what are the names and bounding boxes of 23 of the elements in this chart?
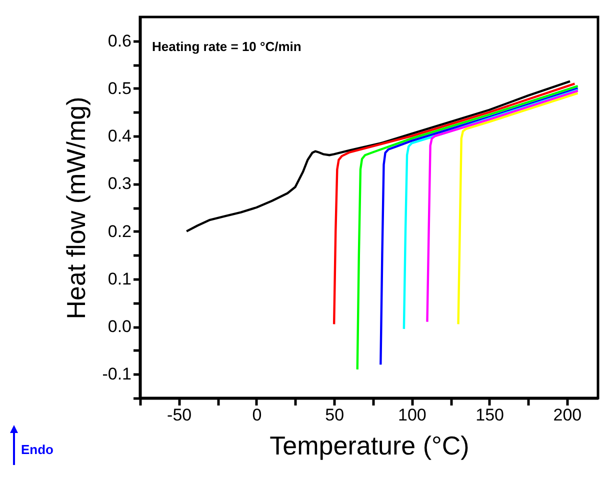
y-tick-label: 0.0 bbox=[108, 317, 132, 336]
y-axis-title: Heat flow (mW/mg) bbox=[61, 96, 92, 320]
y-tick-label: 0.6 bbox=[108, 31, 132, 50]
line-series bbox=[426, 90, 579, 323]
x-axis-title: Temperature (°C) bbox=[270, 430, 470, 460]
y-tick-label: 0.4 bbox=[108, 126, 132, 146]
line-series bbox=[332, 82, 576, 326]
line-series bbox=[402, 88, 579, 330]
y-tick-label: 0.1 bbox=[108, 269, 132, 288]
text: Endo bbox=[21, 442, 54, 457]
y-tick-label: 0.2 bbox=[108, 222, 132, 241]
x-tick-label: -50 bbox=[167, 406, 192, 424]
x-tick-label: 100 bbox=[398, 406, 426, 424]
y-tick-label: 0.5 bbox=[108, 78, 132, 98]
y-tick-label: 0.3 bbox=[108, 174, 132, 194]
x-tick-label: 150 bbox=[476, 406, 504, 424]
y-tick-label: -0.1 bbox=[102, 364, 132, 384]
line-series bbox=[457, 92, 579, 326]
x-tick-label: 0 bbox=[252, 406, 262, 424]
x-tick-label: 200 bbox=[553, 406, 582, 424]
x-tick-label: 50 bbox=[325, 406, 344, 424]
annotation: Heating rate = 10 °C/min bbox=[152, 39, 302, 54]
line-series bbox=[185, 80, 572, 232]
